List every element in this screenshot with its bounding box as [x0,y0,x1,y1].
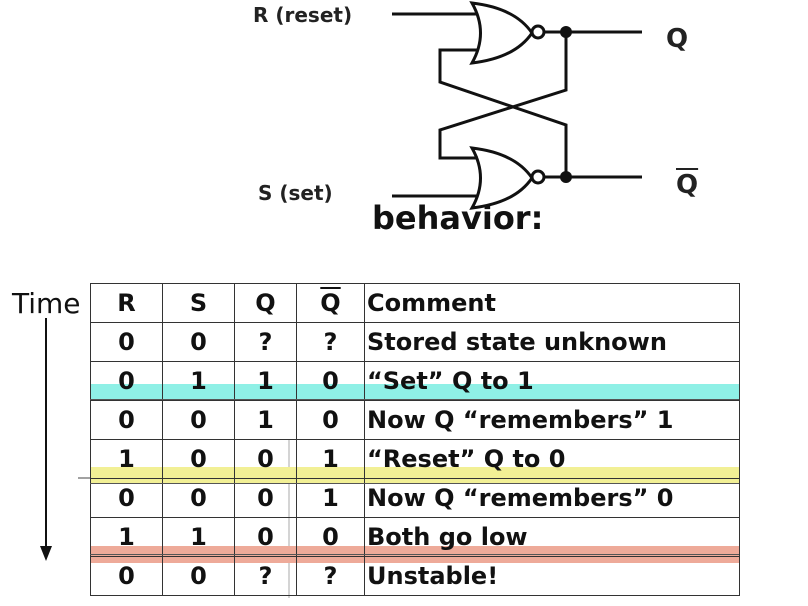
junction-dot-qbar [560,171,572,183]
highlight-underline [90,483,739,484]
nor-gate-top [469,1,534,65]
cell-r: 0 [90,400,163,440]
cell-s: 0 [162,439,235,479]
cell-s: 0 [162,400,235,440]
feedback-q-to-bottom [438,32,568,160]
cell-q: 0 [234,517,297,557]
table-row: 0 0?? Unstable! [90,556,740,596]
cell-r: 0 [90,556,163,596]
cell-comment: Now Q “remembers” 1 [364,400,740,440]
cell-qbar: ? [296,322,365,362]
time-arrow-head [40,546,52,561]
cell-qbar: 0 [296,400,365,440]
table-row: 0 0 1 0 Now Q “remembers” 1 [90,400,740,440]
cell-comment: Stored state unknown [364,322,740,362]
junction-dot-q [560,26,572,38]
feedback-qbar-to-top [438,48,568,177]
header-comment: Comment [364,283,740,323]
cell-qbar: 1 [296,478,365,518]
table-row: 1 1 0 0 Both go low [90,517,740,557]
cell-comment: Unstable! [364,556,740,596]
header-r: R [90,283,163,323]
table-row: 0 0 0 1 Now Q “remembers” 0 [90,478,740,518]
time-label: Time [12,287,81,320]
cell-comment: Both go low [364,517,740,557]
header-qbar: Q [296,283,365,323]
cell-s: 1 [162,361,235,401]
header-s: S [162,283,235,323]
header-qbar-text: Q [320,289,341,317]
cell-r: 0 [90,361,163,401]
cell-s: 0 [162,556,235,596]
cell-q: ? [234,322,297,362]
cell-r: 1 [90,517,163,557]
cell-qbar: ? [296,556,365,596]
highlight-underline [90,554,739,555]
nor-gate-bottom [469,146,534,210]
output-q-label: Q [666,24,689,54]
cell-comment: Now Q “remembers” 0 [364,478,740,518]
behavior-heading: behavior: [372,199,544,237]
inverter-bubble-bottom [530,169,546,185]
cell-q: 1 [234,361,297,401]
cell-qbar: 1 [296,439,365,479]
cell-r: 1 [90,439,163,479]
table-row: 1 0 0 1 “Reset” Q to 0 [90,439,740,479]
cell-comment: “Reset” Q to 0 [364,439,740,479]
cell-q: ? [234,556,297,596]
inverter-bubble-top [530,24,546,40]
highlight-underline [90,399,739,400]
truth-table: R S Q Q Comment 0 0?? Stored state unknown… [90,283,740,596]
cell-q: 1 [234,400,297,440]
output-qbar-label: Q [676,170,699,200]
cell-r: 0 [90,478,163,518]
input-s-label: S (set) [258,181,333,205]
cell-q: 0 [234,478,297,518]
table-row: 0 0?? Stored state unknown [90,322,740,362]
cell-s: 1 [162,517,235,557]
cell-qbar: 0 [296,361,365,401]
table-row: 0 1 1 0 “Set” Q to 1 [90,361,740,401]
cell-q: 0 [234,439,297,479]
table-body: 0 0?? Stored state unknown 0 1 1 0 “Set” Q to 1… [90,322,740,596]
table-header-row: R S Q Q Comment [90,283,740,323]
header-q: Q [234,283,297,323]
cell-s: 0 [162,478,235,518]
cell-s: 0 [162,322,235,362]
cell-qbar: 0 [296,517,365,557]
input-r-label: R (reset) [253,3,353,27]
cell-r: 0 [90,322,163,362]
cell-comment: “Set” Q to 1 [364,361,740,401]
